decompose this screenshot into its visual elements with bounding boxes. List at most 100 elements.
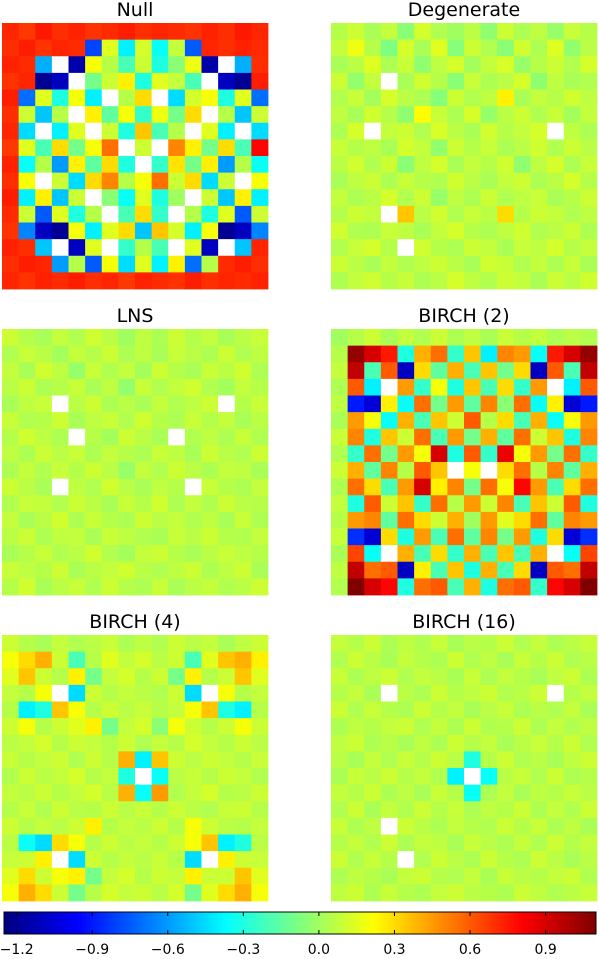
heatmap-cell	[513, 378, 531, 396]
heatmap-cell	[218, 395, 236, 413]
heatmap-cell	[2, 106, 20, 124]
heatmap-cell	[380, 428, 398, 446]
heatmap-cell	[430, 768, 448, 786]
heatmap-cell	[347, 39, 365, 57]
heatmap-cell	[85, 362, 103, 380]
heatmap-cell	[513, 751, 531, 769]
heatmap-cell	[513, 834, 531, 852]
heatmap-cell	[18, 528, 36, 546]
colorbar-tick-label: −0.6	[151, 942, 185, 958]
heatmap-cell	[234, 751, 252, 769]
heatmap-cell	[347, 734, 365, 752]
colorbar-segment	[302, 912, 307, 934]
heatmap-cell	[480, 272, 498, 290]
heatmap-cell	[414, 255, 432, 273]
heatmap-cell	[234, 56, 252, 74]
heatmap-cell	[464, 72, 482, 90]
heatmap-cell	[2, 768, 20, 786]
heatmap-cell	[168, 635, 186, 653]
heatmap-cell	[464, 651, 482, 669]
colorbar-segment	[249, 912, 254, 934]
heatmap-cell	[497, 255, 515, 273]
heatmap-cell	[51, 122, 69, 140]
heatmap-cell	[414, 701, 432, 719]
heatmap-cell	[464, 189, 482, 207]
heatmap-cell	[135, 89, 153, 107]
heatmap-cell	[168, 834, 186, 852]
heatmap-cell	[201, 445, 219, 463]
heatmap-cell	[68, 578, 86, 596]
colorbar-segment	[18, 912, 23, 934]
heatmap-cell	[397, 89, 415, 107]
heatmap-cell	[101, 39, 119, 57]
heatmap-cell	[101, 851, 119, 869]
heatmap-cell	[184, 884, 202, 902]
heatmap-cell	[201, 189, 219, 207]
heatmap-cell	[18, 362, 36, 380]
heatmap-cell	[201, 734, 219, 752]
heatmap-cell	[364, 445, 382, 463]
heatmap-cell	[480, 801, 498, 819]
heatmap-cell	[101, 329, 119, 347]
heatmap-cell	[184, 106, 202, 124]
heatmap-cell	[397, 189, 415, 207]
heatmap-cell	[201, 106, 219, 124]
heatmap-cell	[380, 561, 398, 579]
heatmap-cell	[547, 255, 565, 273]
heatmap-cell	[18, 329, 36, 347]
heatmap-cell	[168, 545, 186, 563]
heatmap-cell	[480, 817, 498, 835]
heatmap-cell	[563, 362, 581, 380]
heatmap-cell	[18, 272, 36, 290]
heatmap-cell	[51, 578, 69, 596]
heatmap-cell	[430, 189, 448, 207]
heatmap-cell	[118, 272, 136, 290]
heatmap-cell	[251, 205, 269, 223]
heatmap-cell	[364, 362, 382, 380]
heatmap-cell	[201, 578, 219, 596]
heatmap-cell	[580, 222, 598, 240]
heatmap-cell	[85, 272, 103, 290]
heatmap-cell	[218, 412, 236, 430]
heatmap-cell	[464, 478, 482, 496]
heatmap-cell	[51, 362, 69, 380]
heatmap-cell	[331, 851, 349, 869]
heatmap-cell	[18, 561, 36, 579]
heatmap-cell	[2, 239, 20, 257]
heatmap-cell	[331, 445, 349, 463]
heatmap-cell	[331, 768, 349, 786]
heatmap-cell	[530, 172, 548, 190]
colorbar-segment	[359, 912, 363, 934]
heatmap-cell	[201, 817, 219, 835]
heatmap-cell	[2, 684, 20, 702]
heatmap-cell	[184, 205, 202, 223]
colorbar-segment	[6, 912, 11, 934]
heatmap-cell	[85, 817, 103, 835]
heatmap-cell	[414, 23, 432, 41]
heatmap-cell	[151, 428, 169, 446]
colorbar-segment	[110, 912, 115, 934]
heatmap-cell	[414, 428, 432, 446]
heatmap-cell	[135, 668, 153, 686]
heatmap-cell	[234, 205, 252, 223]
heatmap-cell	[2, 255, 20, 273]
heatmap-cell	[218, 272, 236, 290]
heatmap-cell	[397, 395, 415, 413]
heatmap-cell	[563, 651, 581, 669]
heatmap-cell	[234, 884, 252, 902]
heatmap-cell	[118, 734, 136, 752]
heatmap-cell	[430, 72, 448, 90]
heatmap-cell	[480, 867, 498, 885]
heatmap-cell	[513, 784, 531, 802]
heatmap-cell	[464, 428, 482, 446]
heatmap-cell	[563, 255, 581, 273]
heatmap-cell	[68, 72, 86, 90]
heatmap-cell	[234, 139, 252, 157]
heatmap-cell	[201, 23, 219, 41]
heatmap-cell	[184, 834, 202, 852]
heatmap-cell	[35, 545, 53, 563]
heatmap-cell	[135, 867, 153, 885]
heatmap-cell	[251, 834, 269, 852]
heatmap-cell	[580, 106, 598, 124]
colorbar-segment	[516, 912, 520, 934]
